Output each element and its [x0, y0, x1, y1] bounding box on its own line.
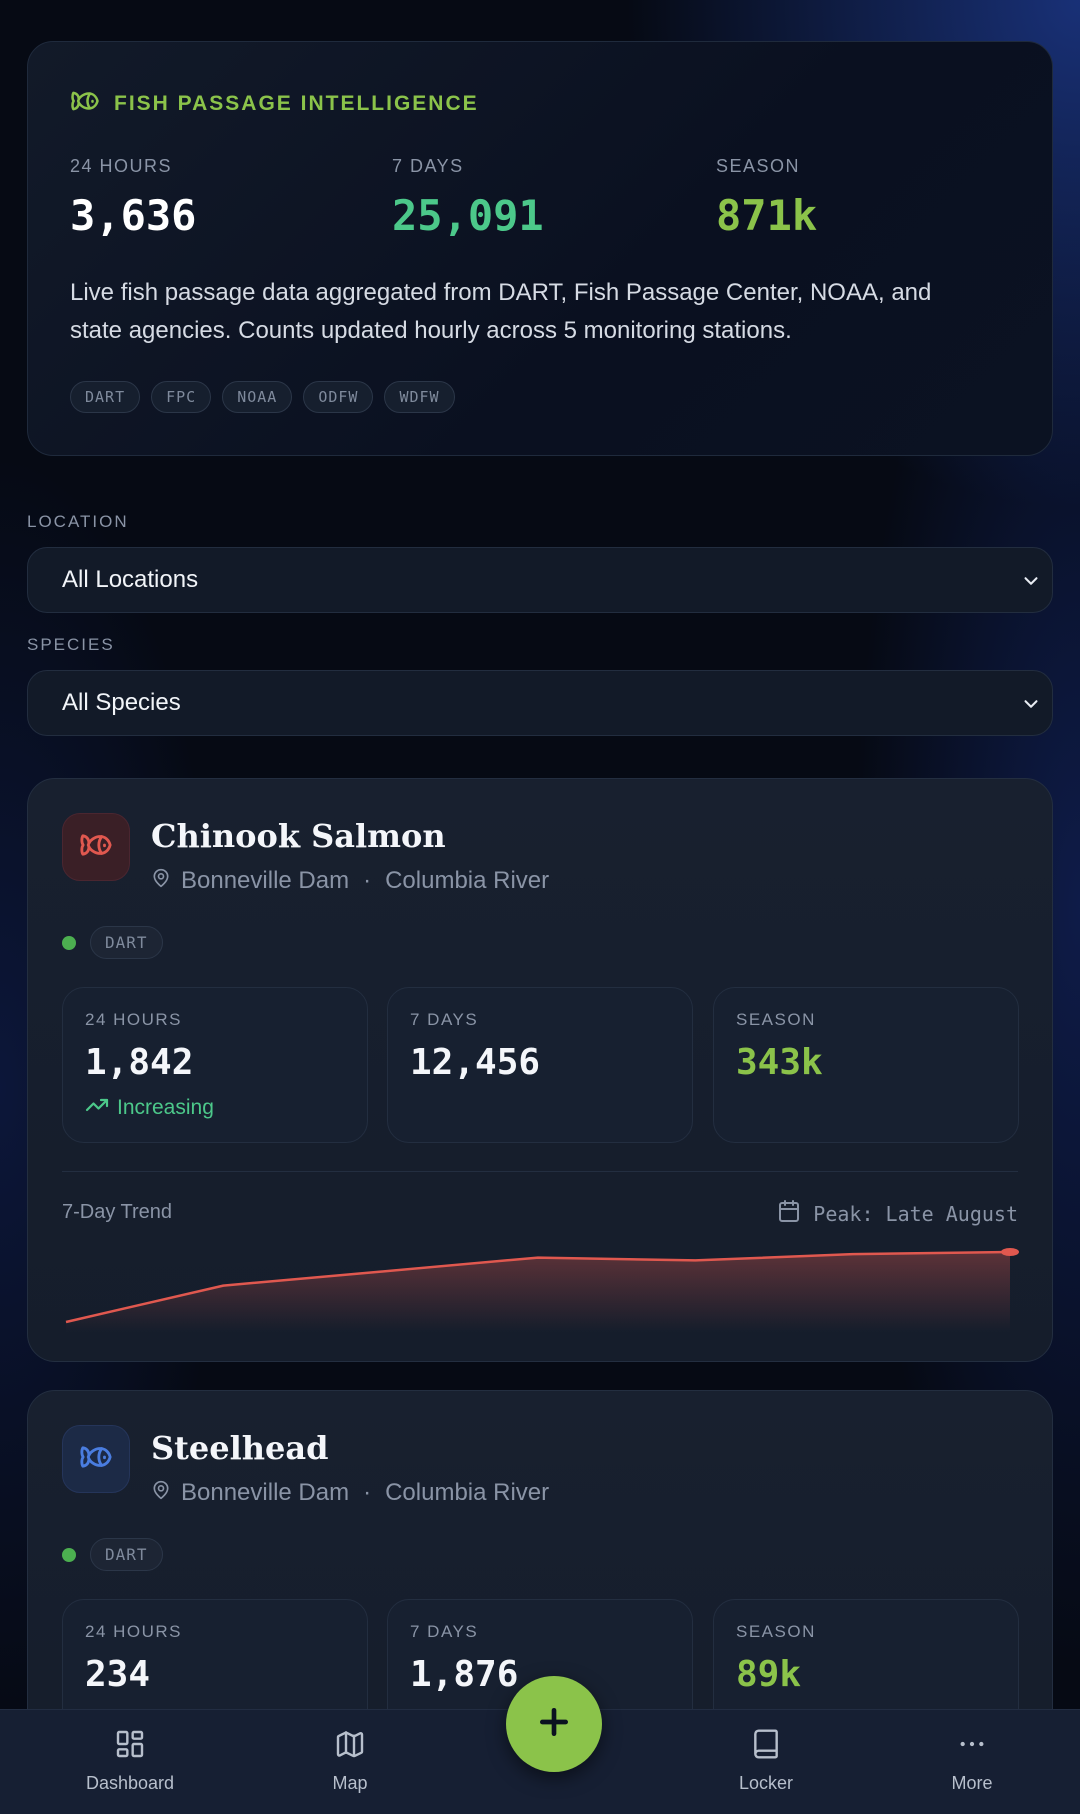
fish-icon	[79, 1440, 113, 1479]
stat-7d: 7 DAYS 25,091	[392, 156, 544, 240]
source-chip: DART	[90, 1538, 163, 1571]
tile-season: SEASON 343k	[713, 987, 1019, 1143]
status-row: DART	[62, 926, 163, 959]
river-name: Columbia River	[385, 1479, 550, 1506]
source-chip-fpc[interactable]: FPC	[151, 381, 212, 413]
trend-text: Increasing	[117, 1096, 214, 1119]
species-select[interactable]: All Species	[27, 670, 1053, 736]
nav-label: Dashboard	[85, 1773, 175, 1793]
summary-description: Live fish passage data aggregated from D…	[70, 279, 932, 344]
stat-value: 871k	[716, 191, 818, 240]
stat-value: 25,091	[392, 191, 544, 240]
nav-dashboard[interactable]: Dashboard	[60, 1728, 200, 1794]
book-icon	[750, 1728, 782, 1765]
more-dots-icon	[956, 1728, 988, 1765]
fish-icon	[70, 86, 100, 121]
tile-label: SEASON	[736, 1010, 816, 1029]
map-pin-icon	[151, 1479, 171, 1507]
tile-value: 12,456	[410, 1042, 541, 1083]
sparkline-endpoint	[1001, 1248, 1019, 1256]
peak-info: Peak: Late August	[777, 1199, 1018, 1228]
species-name: Steelhead	[151, 1429, 329, 1467]
map-pin-icon	[151, 867, 171, 895]
status-row: DART	[62, 1538, 163, 1571]
sparkline-area	[66, 1252, 1010, 1332]
sparkline-chart	[65, 1248, 1019, 1332]
chevron-down-icon	[1020, 570, 1042, 599]
source-chip: DART	[90, 926, 163, 959]
dam-name: Bonneville Dam	[181, 867, 350, 894]
trending-up-icon	[85, 1093, 109, 1123]
nav-locker[interactable]: Locker	[696, 1728, 836, 1794]
live-status-dot	[62, 1547, 76, 1562]
summary-card: FISH PASSAGE INTELLIGENCE 24 HOURS 3,636…	[27, 41, 1053, 456]
stat-label: 7 DAYS	[392, 156, 464, 176]
chevron-down-icon	[1020, 693, 1042, 722]
source-chip-odfw[interactable]: ODFW	[303, 381, 374, 413]
tile-value: 1,876	[410, 1654, 519, 1695]
tile-label: SEASON	[736, 1622, 816, 1641]
tile-value: 89k	[736, 1654, 802, 1695]
trend-chart-label: 7-Day Trend	[62, 1201, 173, 1223]
tile-label: 7 DAYS	[410, 1010, 479, 1029]
divider	[62, 1171, 1018, 1172]
stat-24h: 24 HOURS 3,636	[70, 156, 196, 240]
live-status-dot	[62, 935, 76, 950]
location-separator: ·	[363, 867, 372, 894]
source-chip-dart[interactable]: DART	[70, 381, 141, 413]
species-label: SPECIES	[27, 635, 115, 654]
peak-text: Peak: Late August	[813, 1201, 1018, 1226]
plus-icon	[534, 1702, 574, 1747]
river-name: Columbia River	[385, 867, 550, 894]
nav-more[interactable]: More	[902, 1728, 1042, 1794]
source-chip-wdfw[interactable]: WDFW	[384, 381, 455, 413]
species-location: Bonneville Dam · Columbia River	[151, 1479, 549, 1507]
tile-label: 24 HOURS	[85, 1622, 183, 1641]
source-chip-noaa[interactable]: NOAA	[222, 381, 293, 413]
tile-value: 343k	[736, 1042, 823, 1083]
location-separator: ·	[363, 1479, 372, 1506]
sparkline-line	[65, 1250, 1011, 1324]
nav-label: Map	[332, 1773, 368, 1793]
stat-season: SEASON 871k	[716, 156, 817, 240]
fish-icon	[79, 828, 113, 867]
map-icon	[334, 1728, 366, 1765]
species-location: Bonneville Dam · Columbia River	[151, 867, 549, 895]
species-icon-box	[62, 813, 130, 881]
nav-label: More	[951, 1773, 993, 1793]
source-chips: DART FPC NOAA ODFW WDFW	[70, 381, 455, 413]
add-button[interactable]	[506, 1676, 602, 1772]
stat-value: 3,636	[70, 191, 197, 240]
species-card-chinook[interactable]: Chinook Salmon Bonneville Dam · Columbia…	[27, 778, 1053, 1362]
species-icon-box	[62, 1425, 130, 1493]
location-select[interactable]: All Locations	[27, 547, 1053, 613]
trend-indicator: Increasing	[85, 1093, 345, 1123]
summary-title: FISH PASSAGE INTELLIGENCE	[114, 91, 479, 115]
location-label: LOCATION	[27, 512, 129, 531]
summary-header: FISH PASSAGE INTELLIGENCE	[70, 86, 479, 121]
stat-label: SEASON	[716, 156, 801, 176]
dashboard-icon	[114, 1728, 146, 1765]
calendar-icon	[777, 1199, 801, 1228]
tile-value: 234	[85, 1654, 151, 1695]
nav-map[interactable]: Map	[280, 1728, 420, 1794]
tile-label: 24 HOURS	[85, 1010, 183, 1029]
species-name: Chinook Salmon	[151, 817, 446, 855]
tile-24h: 24 HOURS 1,842 Increasing	[62, 987, 368, 1143]
location-select-value: All Locations	[62, 566, 199, 593]
tile-7d: 7 DAYS 12,456	[387, 987, 693, 1143]
dam-name: Bonneville Dam	[181, 1479, 350, 1506]
tile-value: 1,842	[85, 1042, 194, 1083]
stat-label: 24 HOURS	[70, 156, 173, 176]
species-select-value: All Species	[62, 689, 181, 716]
tile-label: 7 DAYS	[410, 1622, 479, 1641]
nav-label: Locker	[738, 1773, 794, 1793]
